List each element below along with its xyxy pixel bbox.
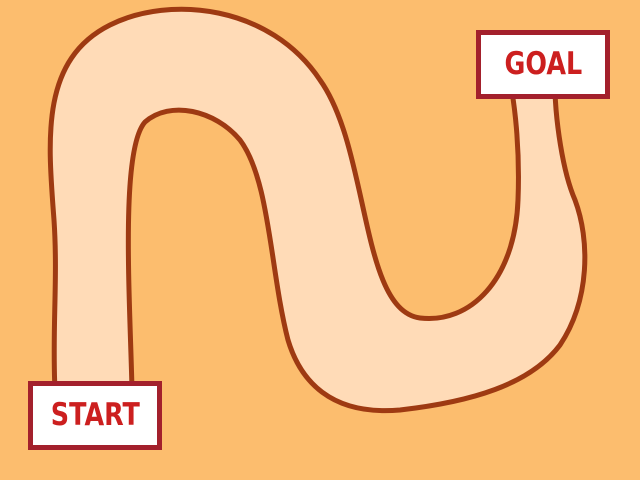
goal-label: GOAL [504,46,582,82]
start-label: START [50,397,140,433]
maze-path[interactable] [47,6,588,414]
goal-sign: GOAL [476,30,610,99]
start-sign: START [28,381,162,450]
